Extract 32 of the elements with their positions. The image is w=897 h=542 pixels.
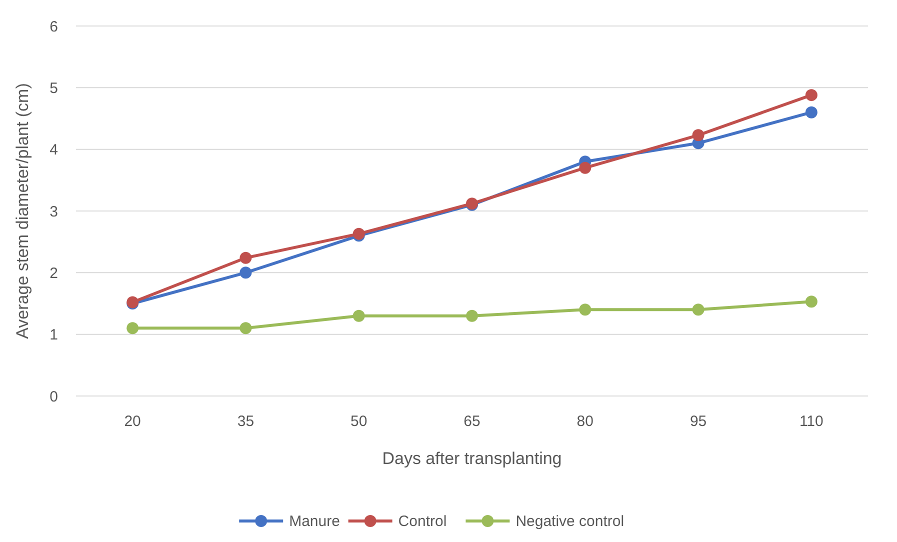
point	[126, 322, 139, 334]
point	[805, 296, 818, 308]
y-tick-label: 1	[50, 326, 58, 344]
y-tick-label: 3	[50, 203, 58, 220]
x-tick-label: 80	[576, 413, 594, 430]
x-axis-title: Days after transplanting	[382, 449, 562, 468]
point	[352, 310, 365, 322]
point	[240, 266, 252, 279]
legend-label: Manure	[289, 513, 340, 530]
x-tick-label: 95	[690, 413, 707, 430]
y-tick-label: 5	[50, 80, 58, 97]
x-tick-label: 20	[124, 413, 141, 430]
x-tick-label: 35	[237, 413, 254, 430]
legend-label: Control	[398, 513, 447, 530]
point	[692, 129, 704, 142]
point	[466, 310, 478, 322]
point	[240, 252, 252, 264]
y-tick-label: 6	[50, 18, 58, 36]
point	[579, 304, 592, 316]
y-tick-label: 2	[50, 264, 58, 282]
point	[805, 106, 818, 118]
point	[240, 322, 252, 334]
x-tick-label: 110	[799, 413, 824, 430]
x-tick-label: 65	[464, 413, 480, 430]
legend-label: Negative control	[516, 513, 624, 530]
y-axis-title: Average stem diameter/plant (cm)	[13, 83, 32, 339]
x-tick-label: 50	[350, 413, 368, 430]
point	[579, 162, 592, 174]
y-tick-label: 4	[50, 142, 58, 159]
y-tick-label: 0	[50, 388, 58, 406]
point	[805, 89, 818, 102]
point	[692, 304, 704, 316]
